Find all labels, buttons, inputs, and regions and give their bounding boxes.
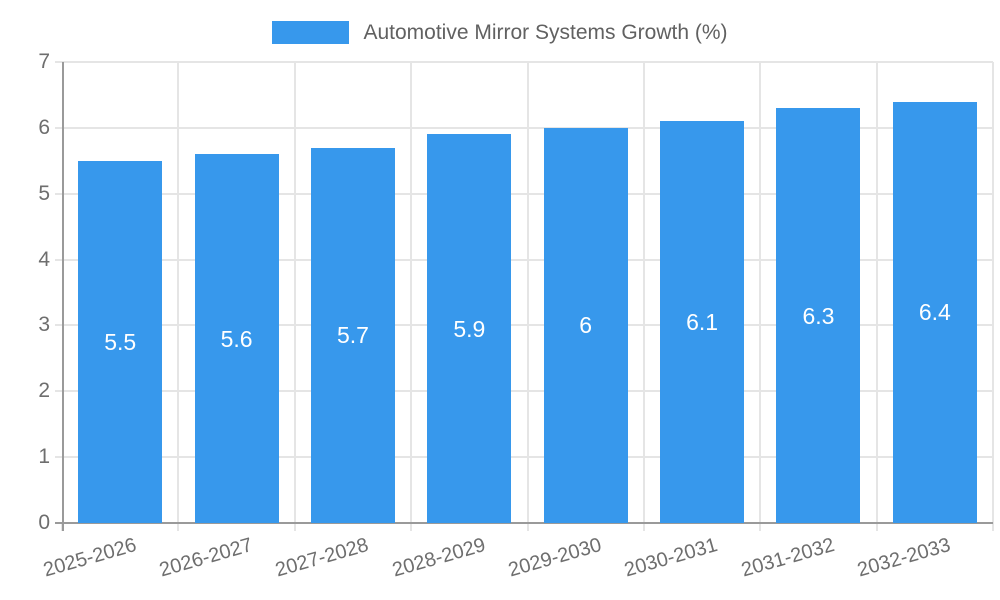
bar[interactable] [543,127,628,523]
x-axis-tick [875,523,878,531]
legend-label: Automotive Mirror Systems Growth (%) [363,21,728,44]
bar-value-label: 6.4 [918,299,951,326]
x-axis-tick [293,523,296,531]
y-axis-tick [55,456,62,459]
x-tick-label: 2031-2032 [738,533,837,582]
gridline-vertical [875,62,878,523]
x-tick-label: 2026-2027 [156,533,255,582]
bar-value-label: 6.1 [686,309,719,336]
gridline-vertical [410,62,413,523]
bar[interactable] [660,121,745,523]
y-tick-label: 2 [38,379,50,403]
y-axis-tick [55,390,62,393]
x-axis-line [55,522,993,524]
x-axis-tick [642,523,645,531]
y-axis-tick [55,258,62,261]
bar-value-label: 5.5 [104,328,137,355]
gridline-vertical [177,62,180,523]
bar-value-label: 5.9 [453,315,486,342]
y-tick-label: 0 [38,511,50,534]
bar-value-label: 6.3 [802,302,835,329]
bar[interactable] [194,154,279,523]
x-axis-tick [177,523,180,531]
gridline-vertical [293,62,296,523]
y-tick-label: 1 [38,445,50,469]
gridline-vertical [526,62,529,523]
y-axis-tick [55,126,62,129]
chart-legend[interactable]: Automotive Mirror Systems Growth (%) [0,21,1000,44]
y-axis-line [62,62,64,531]
legend-swatch [272,21,350,44]
x-axis-tick [526,523,529,531]
x-tick-label: 2032-2033 [855,533,954,582]
bar[interactable] [427,134,512,523]
y-axis-tick [55,192,62,195]
y-tick-label: 6 [38,115,50,139]
bar-value-label: 5.7 [336,322,369,349]
gridline-vertical [642,62,645,523]
bar-value-label: 6 [579,312,593,339]
x-axis-tick [410,523,413,531]
x-axis-tick [992,523,994,531]
gridline-vertical [992,62,994,523]
x-tick-label: 2029-2030 [506,533,605,582]
y-axis-tick [55,61,62,63]
bar[interactable] [78,160,163,523]
bar-value-label: 5.6 [220,325,253,352]
x-axis-tick [759,523,762,531]
bar[interactable] [892,101,977,523]
x-tick-label: 2027-2028 [273,533,372,582]
x-tick-label: 2028-2029 [389,533,488,582]
gridline-vertical [759,62,762,523]
bar[interactable] [310,147,395,523]
x-tick-label: 2025-2026 [40,533,139,582]
y-tick-label: 7 [38,50,50,73]
y-tick-label: 5 [38,181,50,205]
y-axis-tick [55,324,62,327]
bar[interactable] [776,108,861,523]
y-tick-label: 4 [38,247,50,271]
x-tick-label: 2030-2031 [622,533,721,582]
y-tick-label: 3 [38,313,50,337]
